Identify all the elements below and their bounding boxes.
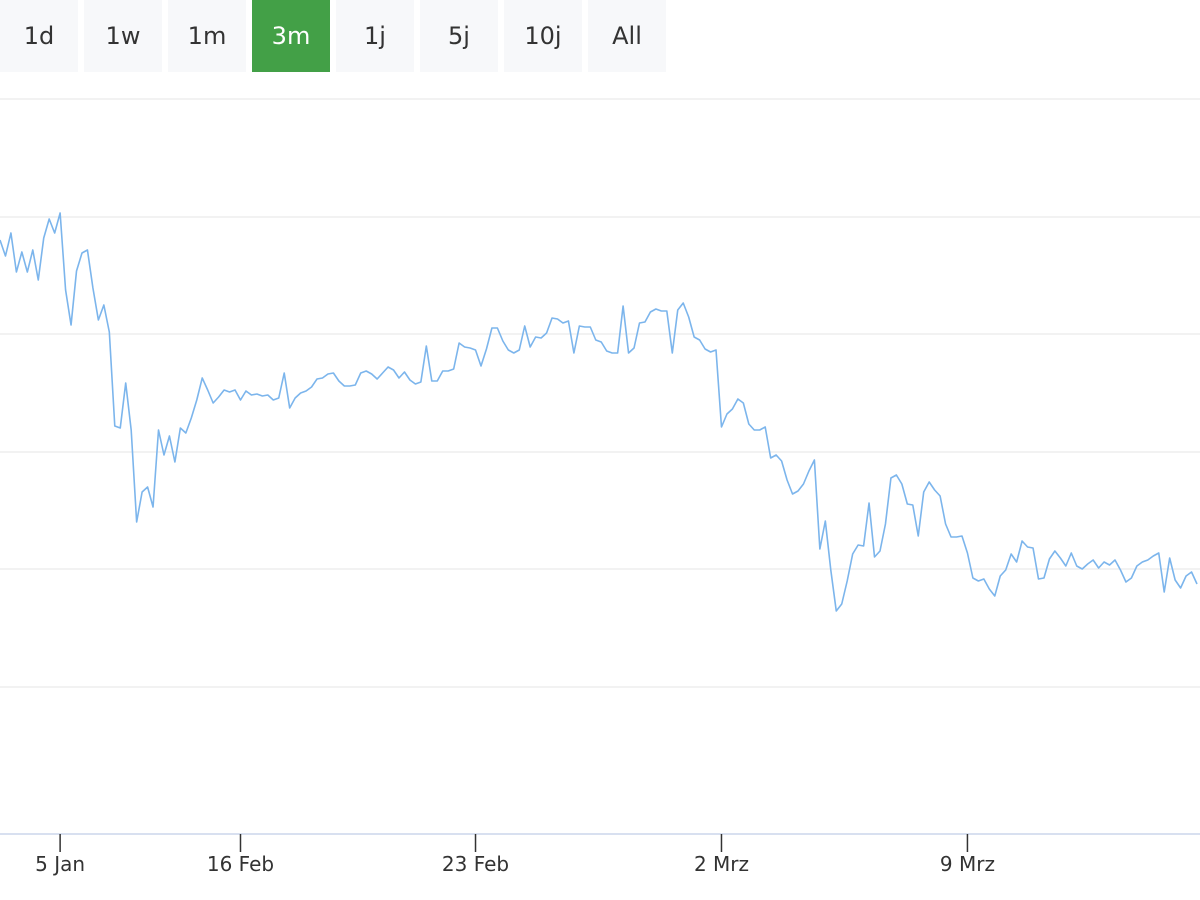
x-tick-label: 16 Feb (207, 852, 274, 876)
range-button[interactable]: 3m (252, 0, 330, 72)
range-button[interactable]: All (588, 0, 666, 72)
price-line (0, 212, 1198, 612)
x-tick-label: 23 Feb (442, 852, 509, 876)
x-tick-label: 5 Jan (35, 852, 85, 876)
x-tick-label: 9 Mrz (940, 852, 995, 876)
range-button[interactable]: 1j (336, 0, 414, 72)
x-tick-label: 2 Mrz (694, 852, 749, 876)
range-button[interactable]: 1d (0, 0, 78, 72)
range-button[interactable]: 1m (168, 0, 246, 72)
range-button[interactable]: 10j (504, 0, 582, 72)
range-button[interactable]: 1w (84, 0, 162, 72)
range-button[interactable]: 5j (420, 0, 498, 72)
